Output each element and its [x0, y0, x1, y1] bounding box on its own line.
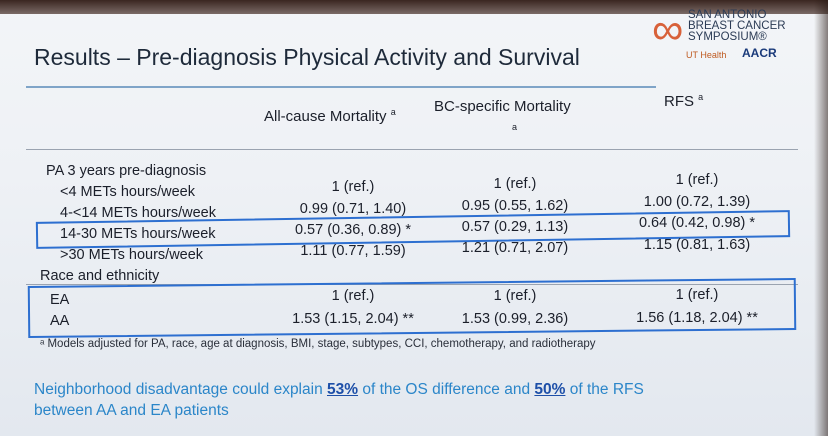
title-divider	[26, 86, 656, 88]
header-divider	[26, 149, 798, 150]
footnote: ᵃ Models adjusted for PA, race, age at d…	[40, 338, 596, 350]
aacr-logo: AACR	[742, 46, 777, 60]
header-all-cause-label: All-cause Mortality	[264, 108, 387, 125]
row-value-rfs: 1.00 (0.72, 1.39)	[643, 194, 751, 210]
ribbon-icon: ∞	[652, 5, 684, 54]
row-label: EA	[50, 292, 70, 308]
section-pa: PA 3 years pre-diagnosis	[46, 163, 207, 179]
header-all-cause-sup: a	[390, 107, 396, 117]
summary-part-1: Neighborhood disadvantage could explain	[34, 381, 327, 398]
section-race: Race and ethnicity	[40, 268, 160, 284]
logo-line-3: SYMPOSIUM®	[688, 31, 767, 43]
row-label: AA	[50, 313, 70, 329]
logo-text: SAN ANTONIO BREAST CANCER SYMPOSIUM®	[688, 9, 786, 43]
logo-line-1: SAN ANTONIO	[688, 9, 767, 21]
row-value-bc-specific: 0.57 (0.29, 1.13)	[461, 219, 569, 235]
summary-line-1: Neighborhood disadvantage could explain …	[34, 379, 644, 400]
screen-edge-right	[814, 0, 828, 436]
row-value-all-cause: 1 (ref.)	[331, 179, 375, 195]
row-value-all-cause: 0.57 (0.36, 0.89) *	[294, 222, 412, 238]
row-value-all-cause: 0.99 (0.71, 1.40)	[299, 201, 407, 217]
summary-pct-os: 53%	[327, 381, 359, 398]
row-label: >30 METs hours/week	[60, 247, 204, 263]
header-rfs-sup: a	[698, 92, 704, 102]
slide-title: Results – Pre-diagnosis Physical Activit…	[34, 44, 580, 70]
ut-health-logo: UT Health	[686, 50, 727, 60]
row-value-rfs: 0.64 (0.42, 0.98) *	[638, 215, 756, 231]
row-value-bc-specific: 0.95 (0.55, 1.62)	[461, 198, 569, 214]
row-label: 14-30 METs hours/week	[60, 226, 216, 242]
row-value-bc-specific: 1 (ref.)	[493, 176, 537, 192]
row-value-all-cause: 1 (ref.)	[331, 288, 375, 304]
summary-part-2: of the OS difference and	[358, 381, 535, 398]
row-value-rfs: 1.15 (0.81, 1.63)	[643, 237, 751, 253]
summary-line-2: between AA and EA patients	[34, 402, 229, 419]
row-value-bc-specific: 1.21 (0.71, 2.07)	[461, 240, 569, 256]
header-rfs: RFS a	[664, 92, 703, 110]
summary-text: Neighborhood disadvantage could explain …	[34, 379, 644, 421]
header-bc-specific-sup: a	[512, 122, 518, 132]
header-all-cause: All-cause Mortality a	[264, 107, 396, 125]
row-value-rfs: 1.56 (1.18, 2.04) **	[636, 310, 758, 326]
row-value-rfs: 1 (ref.)	[675, 287, 719, 303]
row-label: 4-<14 METs hours/week	[60, 205, 216, 221]
summary-pct-rfs: 50%	[534, 381, 566, 398]
row-label: <4 METs hours/week	[60, 184, 195, 200]
sabcs-logo: ∞ SAN ANTONIO BREAST CANCER SYMPOSIUM® U…	[646, 6, 826, 76]
header-bc-specific: BC-specific Mortality	[434, 98, 571, 115]
section-divider	[26, 284, 798, 285]
header-rfs-label: RFS	[664, 93, 694, 110]
logo-line-2: BREAST CANCER	[688, 20, 786, 32]
row-value-all-cause: 1.53 (1.15, 2.04) **	[292, 311, 414, 327]
row-value-bc-specific: 1 (ref.)	[493, 288, 537, 304]
row-value-bc-specific: 1.53 (0.99, 2.36)	[461, 311, 569, 327]
row-value-rfs: 1 (ref.)	[675, 172, 719, 188]
summary-part-3: of the RFS	[565, 381, 644, 398]
screen-edge-top	[0, 0, 828, 14]
row-value-all-cause: 1.11 (0.77, 1.59)	[300, 243, 406, 259]
